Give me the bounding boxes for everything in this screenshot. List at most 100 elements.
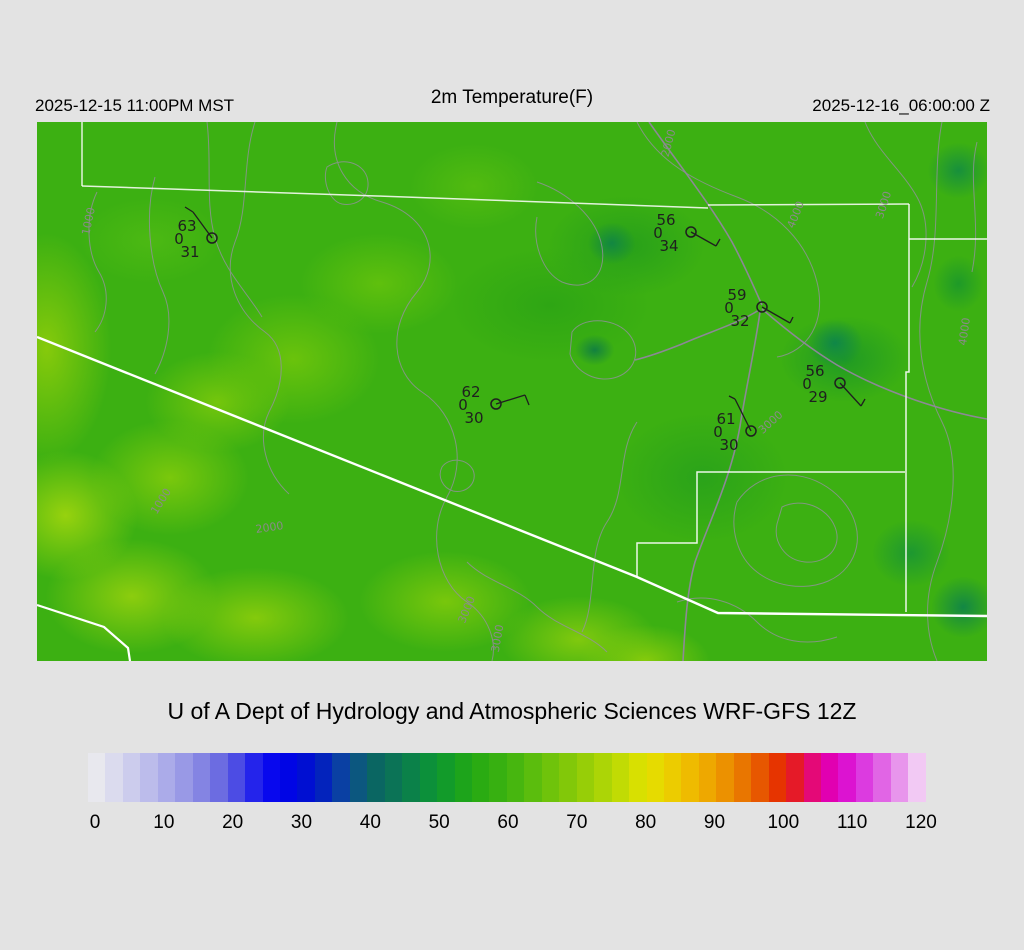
colorbar-band: [402, 753, 420, 802]
contour-elevation-label: 3000: [489, 623, 507, 653]
road-line: [761, 308, 987, 420]
colorbar-band: [471, 753, 490, 802]
colorbar-tick-label: 40: [359, 812, 381, 833]
elevation-contour: [206, 122, 263, 318]
contour-elevation-label: 4000: [956, 317, 973, 347]
station-temperature-label: 56: [656, 211, 675, 229]
station-center-label: 0: [802, 375, 812, 393]
colorbar-band: [349, 753, 368, 802]
elevation-contour: [324, 161, 369, 205]
elevation-contour: [971, 141, 978, 273]
wind-barb-tick: [184, 206, 194, 213]
elevation-contour: [466, 561, 608, 653]
station-center-label: 0: [713, 423, 723, 441]
station-dewpoint-label: 30: [464, 409, 483, 427]
station-dewpoint-label: 29: [808, 388, 827, 406]
colorbar-band: [506, 753, 525, 802]
elevation-contour: [919, 122, 954, 661]
station-temperature-label: 56: [805, 362, 824, 380]
colorbar-band: [419, 753, 438, 802]
contour-elevation-label: 3000: [873, 190, 894, 221]
colorbar-band: [698, 753, 717, 802]
state-boundary-line: [37, 603, 132, 661]
elevation-contour: [676, 597, 838, 643]
footer-caption: U of A Dept of Hydrology and Atmospheric…: [167, 698, 857, 724]
station-temperature-label: 61: [716, 410, 735, 428]
elevation-contour: [733, 474, 858, 587]
colorbar-tick-label: 20: [222, 812, 244, 833]
station-circle: [834, 377, 846, 389]
colorbar-band: [559, 753, 577, 802]
valid-time-utc: 2025-12-16_06:00:00 Z: [812, 96, 990, 115]
colorbar-band: [210, 753, 228, 802]
elevation-contour: [439, 459, 475, 492]
colorbar-tick-label: 70: [566, 812, 588, 833]
elevation-contour: [229, 122, 290, 495]
colorbar-band: [105, 753, 123, 802]
colorbar-band: [576, 753, 595, 802]
colorbar-band: [681, 753, 699, 802]
colorbar-tick-label: 10: [153, 812, 175, 833]
elevation-contour: [636, 122, 821, 358]
wind-barb-shaft: [734, 398, 752, 432]
station-temperature-label: 63: [177, 217, 196, 235]
colorbar-band: [524, 753, 542, 802]
station-circle: [756, 301, 768, 313]
colorbar-band: [803, 753, 822, 802]
road-line: [634, 309, 760, 361]
colorbar-band: [279, 753, 298, 802]
elevation-contour: [775, 502, 838, 563]
station-circle: [745, 425, 757, 437]
state-boundary-line: [37, 335, 987, 618]
colorbar-band: [122, 753, 141, 802]
station-dewpoint-label: 30: [719, 436, 738, 454]
colorbar-band: [663, 753, 682, 802]
map-title: 2m Temperature(F): [430, 87, 594, 108]
colorbar-tick-label: 100: [767, 812, 800, 833]
colorbar-band: [175, 753, 193, 802]
road-line: [682, 311, 761, 661]
elevation-contour: [864, 122, 927, 288]
colorbar-band: [646, 753, 664, 802]
elevation-contour: [333, 122, 494, 661]
boundaries: [37, 122, 987, 661]
colorbar-band: [821, 753, 839, 802]
station-temperature-label: 59: [727, 286, 746, 304]
colorbar-band: [297, 753, 315, 802]
valid-time-local: 2025-12-15 11:00PM MST: [35, 96, 235, 115]
colorbar-band: [192, 753, 211, 802]
colorbar-band: [786, 753, 804, 802]
contour-elevation-label: 1000: [79, 206, 98, 236]
elevation-contour: [148, 176, 170, 375]
colorbar-band: [140, 753, 158, 802]
wind-barb-tick: [715, 238, 721, 247]
colorbar-band: [873, 753, 891, 802]
county-boundary-line: [905, 204, 910, 612]
road-line: [648, 122, 763, 306]
colorbar-tick-label: 80: [635, 812, 657, 833]
roads: [634, 122, 987, 661]
colorbar-band: [245, 753, 263, 802]
colorbar-band: [751, 753, 769, 802]
wind-barb-tick: [728, 395, 736, 400]
station-dewpoint-label: 31: [180, 243, 199, 261]
colorbar-tick-label: 110: [837, 812, 868, 833]
station-center-label: 0: [653, 224, 663, 242]
colorbar-tick-label: 90: [703, 812, 726, 833]
elevation-contour: [88, 191, 107, 333]
temperature-map: 1000 1000 2000 2000 3000 4000 4000 3000 3000 3000…: [37, 122, 987, 661]
colorbar-band: [541, 753, 560, 802]
colorbar-band: [88, 753, 106, 802]
colorbar-band: [367, 753, 385, 802]
colorbar-band: [332, 753, 350, 802]
contour-elevation-label: 1000: [148, 486, 174, 517]
county-boundary-line: [707, 203, 910, 206]
